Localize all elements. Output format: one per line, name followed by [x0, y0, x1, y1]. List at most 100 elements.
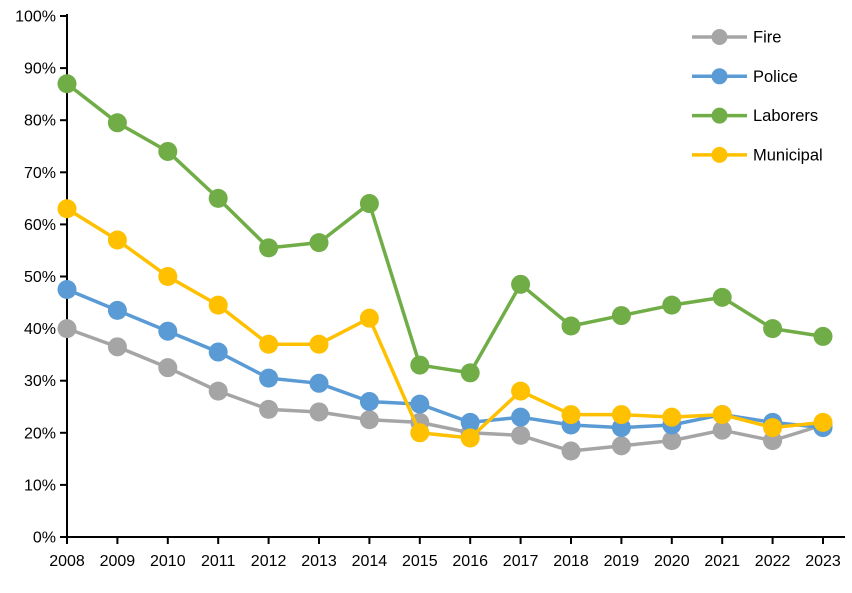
- point-fire-2008: [57, 319, 77, 339]
- point-laborers-2015: [410, 355, 430, 375]
- y-tick-label-50-: 50%: [24, 269, 56, 286]
- point-police-2015: [410, 394, 430, 414]
- point-municipal-2009: [107, 230, 127, 250]
- point-laborers-2016: [460, 363, 480, 383]
- series-fire: [57, 319, 833, 461]
- point-laborers-2012: [259, 238, 279, 258]
- y-tick-label-0-: 0%: [33, 530, 56, 547]
- point-fire-2020: [662, 431, 682, 451]
- point-police-2016: [460, 412, 480, 432]
- x-tick-label-2016: 2016: [452, 553, 488, 570]
- point-municipal-2014: [359, 308, 379, 328]
- point-municipal-2010: [158, 267, 178, 286]
- point-laborers-2023: [813, 326, 833, 346]
- y-tick-label-100-: 100%: [15, 9, 56, 26]
- point-laborers-2014: [359, 194, 379, 214]
- legend-item-laborers: Laborers: [692, 107, 818, 125]
- point-police-2019: [611, 418, 631, 438]
- point-municipal-2013: [309, 334, 329, 354]
- x-tick-label-2022: 2022: [755, 553, 791, 570]
- point-fire-2017: [511, 425, 531, 445]
- y-tick-label-90-: 90%: [24, 61, 56, 78]
- point-laborers-2021: [712, 287, 732, 307]
- point-fire-2012: [259, 399, 279, 419]
- x-tick-label-2009: 2009: [100, 553, 136, 570]
- x-tick-label-2011: 2011: [201, 553, 236, 570]
- point-municipal-2018: [561, 405, 581, 425]
- y-tick-label-70-: 70%: [24, 165, 56, 182]
- point-municipal-2017: [511, 381, 531, 401]
- point-police-2009: [107, 300, 127, 320]
- point-laborers-2018: [561, 316, 581, 336]
- series-municipal: [57, 199, 833, 448]
- point-laborers-2008: [57, 74, 77, 94]
- point-municipal-2015: [410, 423, 430, 443]
- y-tick-label-80-: 80%: [24, 113, 56, 130]
- point-police-2008: [57, 280, 77, 300]
- series-line-fire: [65, 326, 825, 453]
- point-laborers-2013: [309, 233, 329, 253]
- x-tick-label-2017: 2017: [503, 553, 539, 570]
- point-laborers-2010: [158, 141, 178, 161]
- point-municipal-2021: [712, 405, 732, 425]
- legend-marker-municipal: [711, 146, 728, 163]
- point-fire-2022: [763, 431, 783, 451]
- x-tick-label-2020: 2020: [654, 553, 690, 570]
- point-municipal-2016: [460, 428, 480, 448]
- series-laborers: [57, 74, 833, 383]
- x-tick-label-2014: 2014: [352, 553, 388, 570]
- legend-marker-laborers: [711, 107, 728, 124]
- legend-label-laborers: Laborers: [753, 107, 818, 125]
- point-police-2011: [208, 342, 228, 362]
- legend-item-fire: Fire: [692, 29, 781, 47]
- point-municipal-2019: [611, 405, 631, 425]
- point-laborers-2017: [511, 274, 531, 294]
- y-tick-label-30-: 30%: [24, 373, 56, 390]
- legend: Fire Police Laborers Municipal: [692, 29, 823, 164]
- point-police-2013: [309, 373, 329, 393]
- y-tick-label-60-: 60%: [24, 217, 56, 234]
- point-municipal-2022: [763, 418, 783, 438]
- legend-label-police: Police: [753, 68, 798, 86]
- x-tick-label-2021: 2021: [704, 553, 740, 570]
- point-laborers-2011: [208, 188, 228, 208]
- x-tick-label-2023: 2023: [805, 553, 841, 570]
- point-police-2010: [158, 321, 178, 341]
- point-municipal-2023: [813, 412, 833, 432]
- point-fire-2013: [309, 402, 329, 422]
- legend-marker-fire: [711, 29, 728, 45]
- point-municipal-2008: [57, 199, 77, 219]
- point-laborers-2019: [611, 306, 631, 326]
- legend-marker-police: [711, 68, 728, 85]
- point-laborers-2009: [107, 113, 127, 133]
- point-police-2012: [259, 368, 279, 388]
- series-line-police: [65, 287, 825, 430]
- point-fire-2010: [158, 358, 178, 378]
- point-municipal-2012: [259, 334, 279, 354]
- y-tick-label-10-: 10%: [24, 477, 56, 494]
- point-police-2014: [359, 392, 379, 412]
- x-tick-label-2008: 2008: [49, 553, 85, 570]
- x-tick-label-2018: 2018: [553, 553, 589, 570]
- legend-label-fire: Fire: [753, 29, 781, 47]
- y-tick-label-40-: 40%: [24, 321, 56, 338]
- point-fire-2011: [208, 381, 228, 401]
- legend-label-municipal: Municipal: [753, 146, 823, 164]
- point-municipal-2020: [662, 407, 682, 427]
- series-line-laborers: [65, 81, 825, 375]
- y-tick-label-20-: 20%: [24, 425, 56, 442]
- x-tick-label-2010: 2010: [150, 553, 186, 570]
- point-fire-2014: [359, 410, 379, 430]
- x-tick-label-2013: 2013: [301, 553, 337, 570]
- point-fire-2018: [561, 441, 581, 461]
- point-fire-2009: [107, 337, 127, 357]
- point-fire-2019: [611, 436, 631, 456]
- point-police-2017: [511, 407, 531, 427]
- series-line-municipal: [65, 207, 825, 440]
- legend-item-municipal: Municipal: [692, 146, 823, 164]
- x-tick-label-2012: 2012: [251, 553, 287, 570]
- legend-item-police: Police: [692, 68, 798, 86]
- point-municipal-2011: [208, 295, 228, 315]
